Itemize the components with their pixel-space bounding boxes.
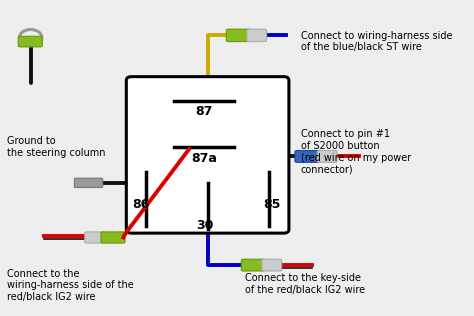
FancyBboxPatch shape: [74, 178, 103, 187]
Text: 87a: 87a: [191, 152, 218, 165]
FancyBboxPatch shape: [247, 29, 266, 42]
Text: Connect to the
wiring-harness side of the
red/black IG2 wire: Connect to the wiring-harness side of th…: [7, 269, 134, 302]
Text: Connect to wiring-harness side
of the blue/black ST wire: Connect to wiring-harness side of the bl…: [301, 31, 452, 52]
FancyBboxPatch shape: [18, 36, 42, 47]
Text: Connect to the key-side
of the red/black IG2 wire: Connect to the key-side of the red/black…: [245, 273, 365, 295]
Text: Ground to
the steering column: Ground to the steering column: [7, 136, 106, 158]
Text: Connect to pin #1
of S2000 button
(red wire on my power
connector): Connect to pin #1 of S2000 button (red w…: [301, 129, 411, 174]
FancyBboxPatch shape: [262, 259, 282, 271]
Text: 85: 85: [264, 198, 281, 211]
FancyBboxPatch shape: [241, 259, 265, 271]
FancyBboxPatch shape: [101, 232, 125, 243]
FancyBboxPatch shape: [127, 77, 289, 233]
FancyBboxPatch shape: [85, 232, 104, 243]
FancyBboxPatch shape: [295, 150, 320, 162]
FancyBboxPatch shape: [317, 150, 337, 162]
Text: 87: 87: [196, 105, 213, 118]
Text: 86: 86: [133, 198, 150, 211]
Text: 30: 30: [196, 219, 213, 232]
FancyBboxPatch shape: [226, 29, 250, 42]
